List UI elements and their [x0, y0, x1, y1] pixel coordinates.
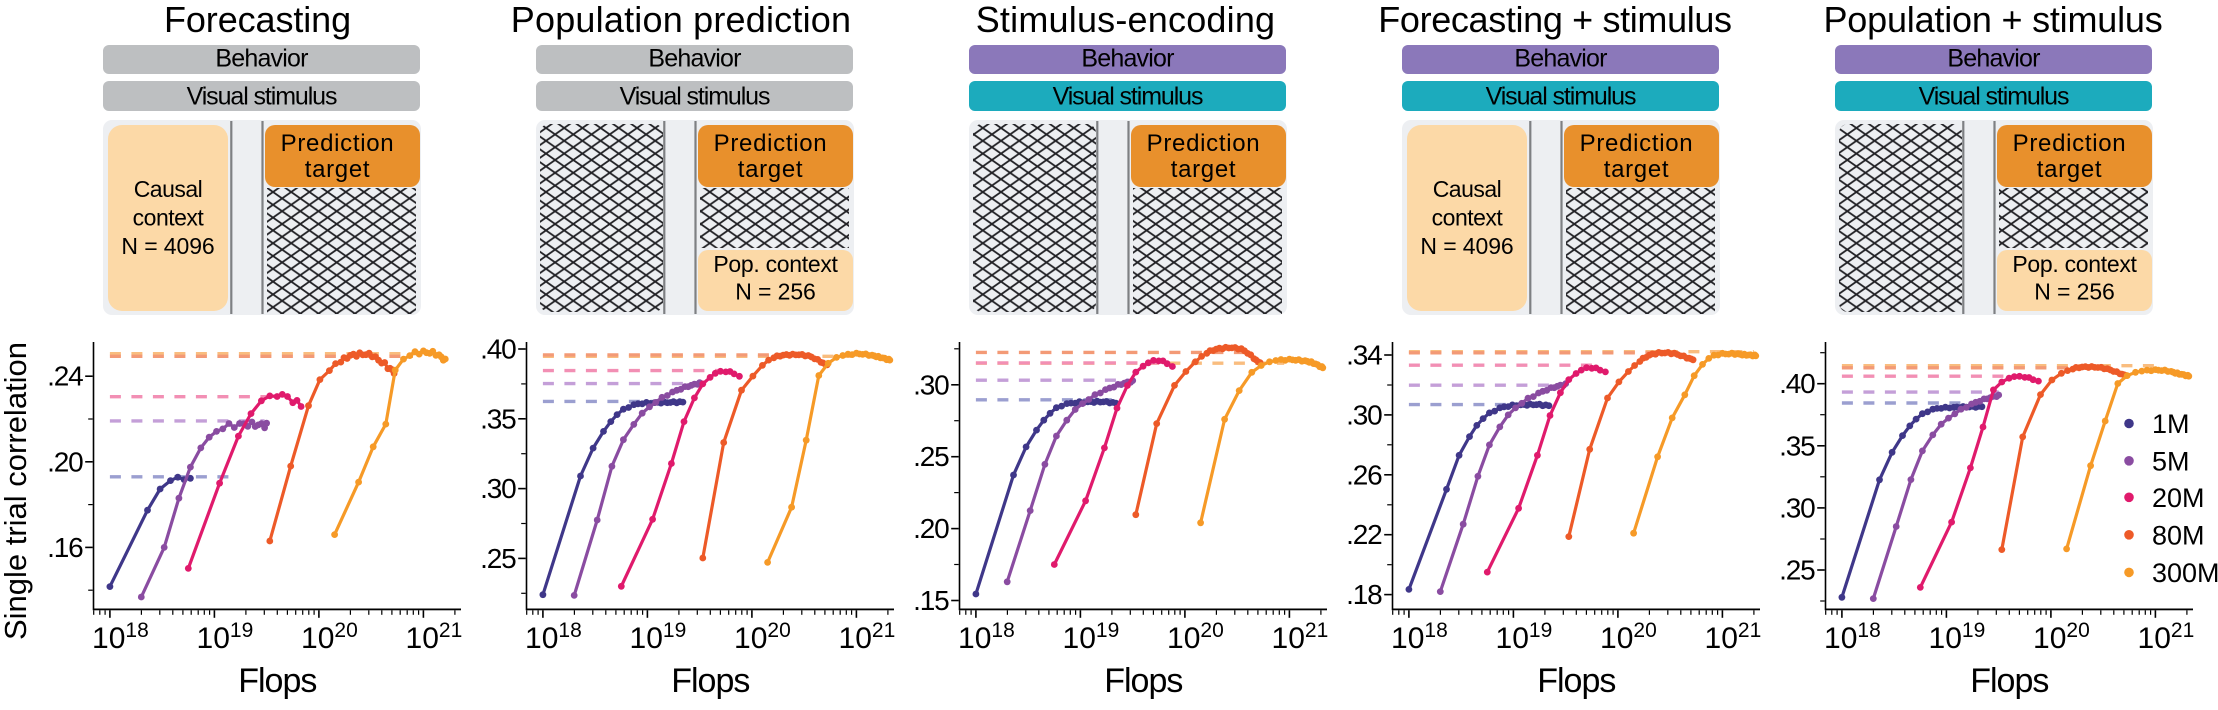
svg-text:1021: 1021	[406, 619, 463, 655]
svg-text:Flops: Flops	[1537, 662, 1615, 700]
svg-text:Prediction: Prediction	[714, 130, 828, 157]
svg-text:Forecasting + stimulus: Forecasting + stimulus	[1378, 0, 1731, 40]
svg-text:N = 4096: N = 4096	[121, 233, 214, 259]
svg-text:.26: .26	[1346, 459, 1382, 490]
svg-text:.30: .30	[1346, 399, 1382, 430]
svg-text:5M: 5M	[2152, 446, 2190, 476]
svg-text:Population + stimulus: Population + stimulus	[1824, 0, 2163, 40]
svg-text:1018: 1018	[958, 619, 1015, 655]
svg-text:Behavior: Behavior	[648, 45, 741, 73]
svg-text:N = 256: N = 256	[735, 279, 816, 305]
svg-text:.18: .18	[1346, 579, 1382, 610]
svg-text:Behavior: Behavior	[1081, 45, 1174, 73]
svg-text:Flops: Flops	[1970, 662, 2048, 700]
svg-text:1021: 1021	[839, 619, 896, 655]
svg-text:Prediction: Prediction	[2013, 130, 2127, 157]
svg-text:.35: .35	[1779, 430, 1815, 461]
svg-text:1018: 1018	[1824, 619, 1881, 655]
svg-text:target: target	[2037, 156, 2103, 183]
svg-text:.40: .40	[480, 334, 516, 365]
svg-text:.34: .34	[1346, 340, 1382, 371]
svg-text:.22: .22	[1346, 519, 1382, 550]
svg-text:Pop. context: Pop. context	[2012, 251, 2137, 277]
svg-text:Behavior: Behavior	[1947, 45, 2040, 73]
svg-text:Prediction: Prediction	[1147, 130, 1261, 157]
svg-text:Visual stimulus: Visual stimulus	[187, 83, 337, 111]
svg-text:target: target	[1604, 156, 1670, 183]
svg-text:target: target	[738, 156, 804, 183]
svg-text:.30: .30	[913, 369, 949, 400]
svg-text:.25: .25	[1779, 555, 1815, 586]
svg-text:.24: .24	[47, 361, 83, 392]
svg-text:N = 256: N = 256	[2034, 279, 2115, 305]
svg-text:Visual stimulus: Visual stimulus	[1919, 83, 2069, 111]
svg-text:Stimulus-encoding: Stimulus-encoding	[976, 0, 1276, 40]
svg-text:Visual stimulus: Visual stimulus	[620, 83, 770, 111]
svg-text:Prediction: Prediction	[1580, 130, 1694, 157]
svg-text:Population prediction: Population prediction	[511, 0, 851, 40]
svg-text:Visual stimulus: Visual stimulus	[1053, 83, 1203, 111]
svg-text:1018: 1018	[1391, 619, 1448, 655]
svg-text:Forecasting: Forecasting	[164, 0, 351, 40]
svg-text:.30: .30	[1779, 492, 1815, 523]
svg-text:Behavior: Behavior	[215, 45, 308, 73]
svg-text:target: target	[305, 156, 371, 183]
svg-text:N = 4096: N = 4096	[1420, 233, 1513, 259]
svg-text:300M: 300M	[2152, 558, 2218, 588]
svg-text:.25: .25	[480, 543, 516, 574]
svg-text:.16: .16	[47, 532, 83, 563]
svg-text:.15: .15	[913, 585, 949, 616]
svg-text:Prediction: Prediction	[281, 130, 395, 157]
svg-text:Causal: Causal	[134, 176, 203, 202]
svg-text:Single trial correlation: Single trial correlation	[0, 342, 33, 640]
svg-text:context: context	[133, 205, 205, 231]
svg-text:Behavior: Behavior	[1514, 45, 1607, 73]
svg-text:Flops: Flops	[238, 662, 316, 700]
svg-text:Flops: Flops	[1104, 662, 1182, 700]
svg-text:.25: .25	[913, 441, 949, 472]
svg-text:80M: 80M	[2152, 520, 2205, 550]
svg-text:.20: .20	[47, 446, 83, 477]
svg-text:Flops: Flops	[671, 662, 749, 700]
svg-text:.20: .20	[913, 513, 949, 544]
svg-text:.30: .30	[480, 473, 516, 504]
svg-text:Visual stimulus: Visual stimulus	[1486, 83, 1636, 111]
svg-text:Pop. context: Pop. context	[713, 251, 838, 277]
svg-text:.35: .35	[480, 403, 516, 434]
svg-text:1M: 1M	[2152, 409, 2190, 439]
svg-text:20M: 20M	[2152, 483, 2205, 513]
svg-text:target: target	[1171, 156, 1237, 183]
svg-text:Causal: Causal	[1433, 176, 1502, 202]
svg-text:1020: 1020	[1167, 619, 1224, 655]
svg-text:.40: .40	[1779, 368, 1815, 399]
svg-text:context: context	[1432, 205, 1504, 231]
